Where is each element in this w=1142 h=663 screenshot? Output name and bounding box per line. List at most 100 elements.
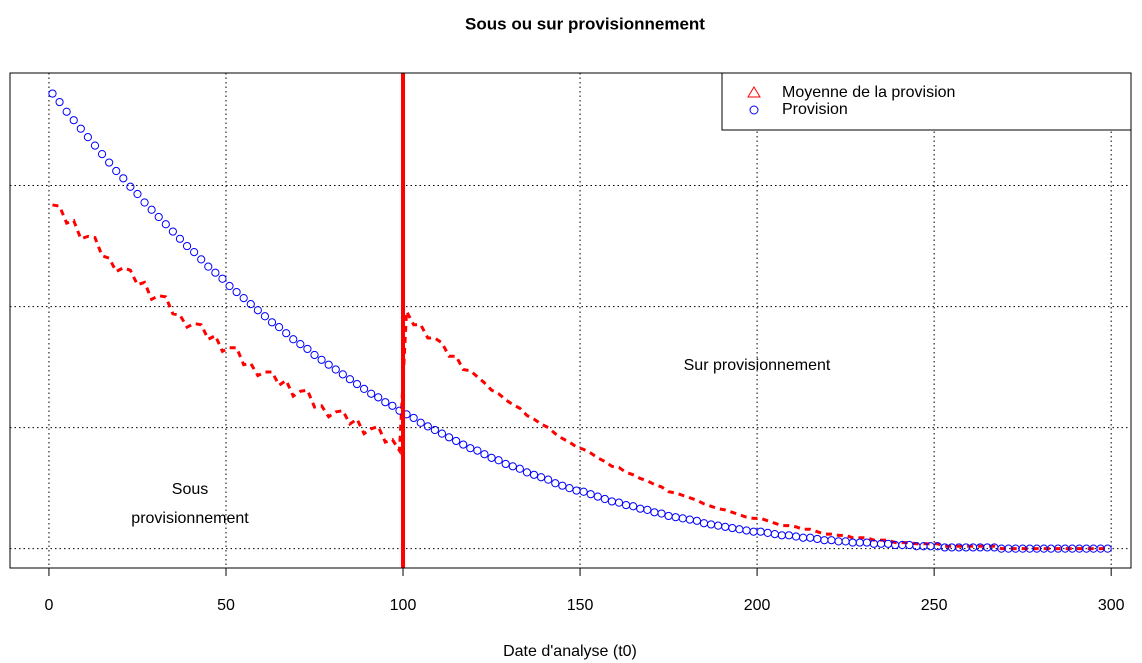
point <box>324 360 333 369</box>
point <box>756 527 765 536</box>
point <box>501 459 510 469</box>
point <box>487 453 496 462</box>
point <box>841 537 850 546</box>
point <box>182 241 192 251</box>
point <box>381 398 390 407</box>
point <box>791 532 801 541</box>
point <box>926 542 935 551</box>
point <box>97 149 107 159</box>
point <box>664 511 673 521</box>
point <box>806 533 815 542</box>
point <box>721 522 730 531</box>
point <box>374 393 383 402</box>
point <box>409 413 418 423</box>
point <box>62 107 71 116</box>
point <box>260 312 270 321</box>
point <box>317 355 326 364</box>
point <box>1103 544 1112 553</box>
x-tick-label: 200 <box>744 597 771 614</box>
point <box>643 505 652 515</box>
point <box>749 527 758 536</box>
point <box>76 124 85 133</box>
legend-marker <box>749 105 759 115</box>
point <box>175 234 185 243</box>
point <box>133 189 142 199</box>
annotation: Sur provisionnement <box>684 357 831 374</box>
point <box>225 281 234 291</box>
point <box>671 513 680 522</box>
point <box>274 323 284 332</box>
point <box>593 492 602 501</box>
point <box>763 528 772 538</box>
x-tick-label: 150 <box>567 597 594 614</box>
point <box>692 516 702 525</box>
point <box>232 287 241 297</box>
point <box>735 525 744 534</box>
point <box>444 433 454 442</box>
point <box>168 227 177 236</box>
point <box>607 497 617 506</box>
point <box>522 468 532 477</box>
point <box>714 521 723 530</box>
point <box>586 490 595 499</box>
point <box>69 116 78 125</box>
point <box>820 536 829 545</box>
point <box>48 89 57 98</box>
x-tick-label: 250 <box>921 597 948 614</box>
x-axis-label: Date d'analyse (t0) <box>503 643 637 660</box>
point <box>147 205 156 214</box>
point <box>537 473 546 482</box>
point <box>289 335 298 344</box>
point <box>126 182 135 191</box>
point <box>884 539 893 548</box>
series-line <box>52 203 1108 551</box>
point <box>848 538 857 547</box>
point <box>359 384 369 393</box>
point <box>650 508 659 517</box>
point <box>742 526 751 535</box>
point <box>572 486 581 495</box>
point <box>657 509 666 518</box>
point <box>551 479 560 488</box>
point <box>678 514 687 523</box>
point <box>699 519 709 528</box>
x-tick-label: 0 <box>44 597 53 614</box>
point <box>190 248 199 257</box>
point <box>437 429 447 438</box>
point <box>621 500 631 510</box>
point <box>565 484 574 493</box>
point <box>508 462 517 471</box>
point <box>558 481 567 490</box>
point <box>770 530 779 539</box>
point <box>246 300 255 309</box>
point <box>685 515 694 524</box>
point <box>430 425 439 435</box>
plot-frame <box>9 72 1132 569</box>
point <box>267 318 277 327</box>
point <box>706 520 716 529</box>
point <box>529 470 539 479</box>
point <box>140 198 149 207</box>
legend-marker <box>747 86 761 98</box>
point <box>494 456 503 465</box>
point <box>784 531 794 540</box>
point <box>473 446 482 455</box>
point <box>629 502 638 511</box>
point <box>367 389 376 398</box>
point <box>105 158 114 167</box>
point <box>544 475 553 484</box>
point <box>515 464 524 473</box>
legend-box <box>721 72 1132 131</box>
point <box>204 262 213 271</box>
point <box>282 329 291 338</box>
point <box>253 306 262 315</box>
point <box>834 537 843 546</box>
point <box>218 274 227 283</box>
point <box>119 174 128 183</box>
point <box>90 141 100 150</box>
point <box>345 375 355 384</box>
point <box>352 379 362 389</box>
point <box>310 350 319 360</box>
point <box>480 450 489 459</box>
